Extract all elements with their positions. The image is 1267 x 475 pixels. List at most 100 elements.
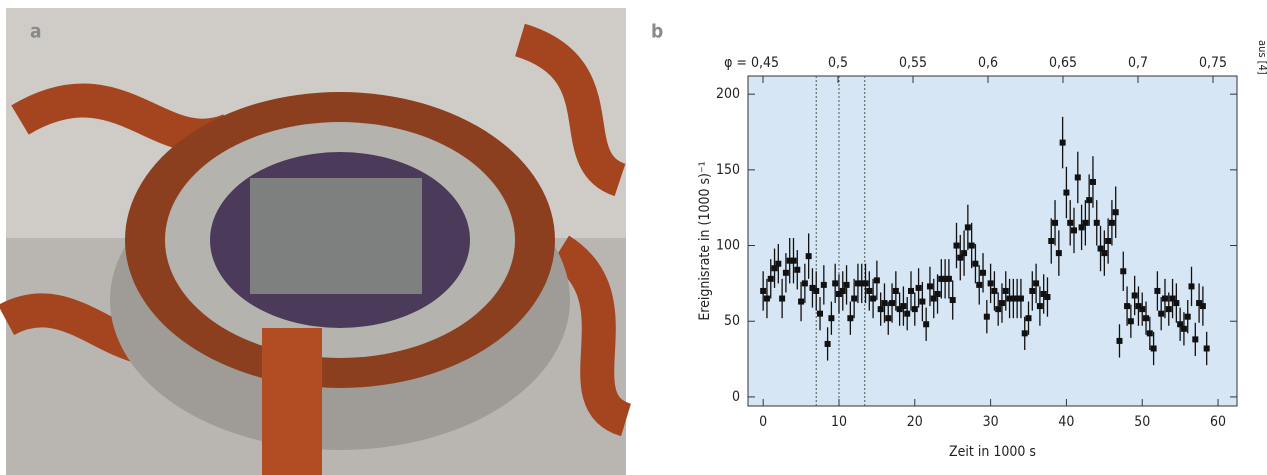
photo: a [0,8,633,475]
data-point [1048,238,1055,244]
data-point [813,287,820,294]
data-point [1196,300,1203,307]
data-point [1010,295,1017,302]
data-point [1052,219,1059,226]
data-point [885,315,892,322]
data-point [801,280,808,287]
data-point [1033,280,1040,287]
data-point [1173,300,1180,307]
data-point [1097,245,1104,252]
data-point [930,295,937,302]
data-point [866,287,873,294]
data-point [881,300,888,307]
data-point [1120,268,1127,275]
data-point [858,280,865,287]
data-point [1116,337,1123,344]
x-tick-label: 60 [1210,414,1226,430]
data-point [1199,303,1206,310]
data-point [995,306,1002,313]
data-point [1203,345,1210,352]
data-point [919,298,926,305]
data-point [938,275,945,282]
data-point [1169,295,1176,302]
data-point [1055,250,1062,257]
data-point [1161,295,1168,302]
x2-tick-label: 0,75 [1199,55,1227,71]
data-point [877,306,884,313]
data-point [980,269,987,276]
data-point [1074,174,1081,181]
data-point [1044,294,1051,301]
data-point [1135,303,1142,310]
data-point [1192,336,1199,343]
data-point [1108,219,1115,226]
data-point [934,290,941,297]
y-tick-label: 50 [724,313,740,329]
data-point [1082,219,1089,226]
x-tick-label: 10 [831,414,847,430]
data-point [771,265,778,272]
panel-label: b [651,21,663,43]
data-point [1180,325,1187,332]
data-point [1105,238,1112,244]
data-point [908,287,914,294]
data-point [820,281,827,288]
data-point [1154,287,1161,294]
data-point [1063,189,1070,196]
data-point [786,257,793,264]
data-point [854,280,861,287]
data-point [892,287,899,294]
data-point [923,321,930,328]
y-axis-label: Ereignisrate in (1000 s)⁻¹ [697,161,713,320]
data-point [1059,139,1066,146]
data-point [1017,295,1024,302]
data-point [915,284,922,291]
data-point [1146,330,1153,337]
data-point [1093,219,1100,226]
x2-tick-label: 0,65 [1049,55,1077,71]
data-point [817,310,824,317]
data-point [991,287,998,294]
data-point [828,315,835,322]
data-point [798,298,805,305]
data-point [968,242,975,249]
x2-tick-label: 0,6 [978,55,998,71]
data-point [824,340,831,347]
x2-tick-label: 0,7 [1128,55,1148,71]
data-point [904,310,911,317]
data-point [900,303,907,310]
data-point [889,300,896,307]
data-point [1089,178,1096,185]
data-point [1029,287,1036,294]
data-point [1184,313,1191,320]
data-point [911,306,918,313]
data-point [957,254,964,261]
data-point [870,295,877,302]
data-point [1177,321,1184,328]
data-point [1127,318,1134,325]
y-tick-label: 150 [716,162,740,178]
data-point [987,280,994,287]
data-point [1112,209,1119,216]
x-tick-label: 40 [1058,414,1074,430]
x2-tick-label: 0,5 [828,55,848,71]
data-point [1025,315,1032,322]
data-point [805,253,812,260]
x-tick-label: 30 [983,414,999,430]
data-point [1006,295,1013,302]
plot-area [747,75,1238,407]
data-point [1188,283,1195,290]
x2-tick-label: φ = 0,45 [724,55,779,71]
data-point [945,275,952,282]
data-point [1101,250,1108,257]
data-point [832,280,839,287]
data-point [775,260,782,267]
data-point [835,290,842,297]
data-point [1165,306,1172,313]
data-point [949,297,956,304]
data-point [983,313,990,320]
y-tick-label: 100 [716,238,740,254]
data-point [1158,310,1165,317]
data-point [896,306,903,313]
